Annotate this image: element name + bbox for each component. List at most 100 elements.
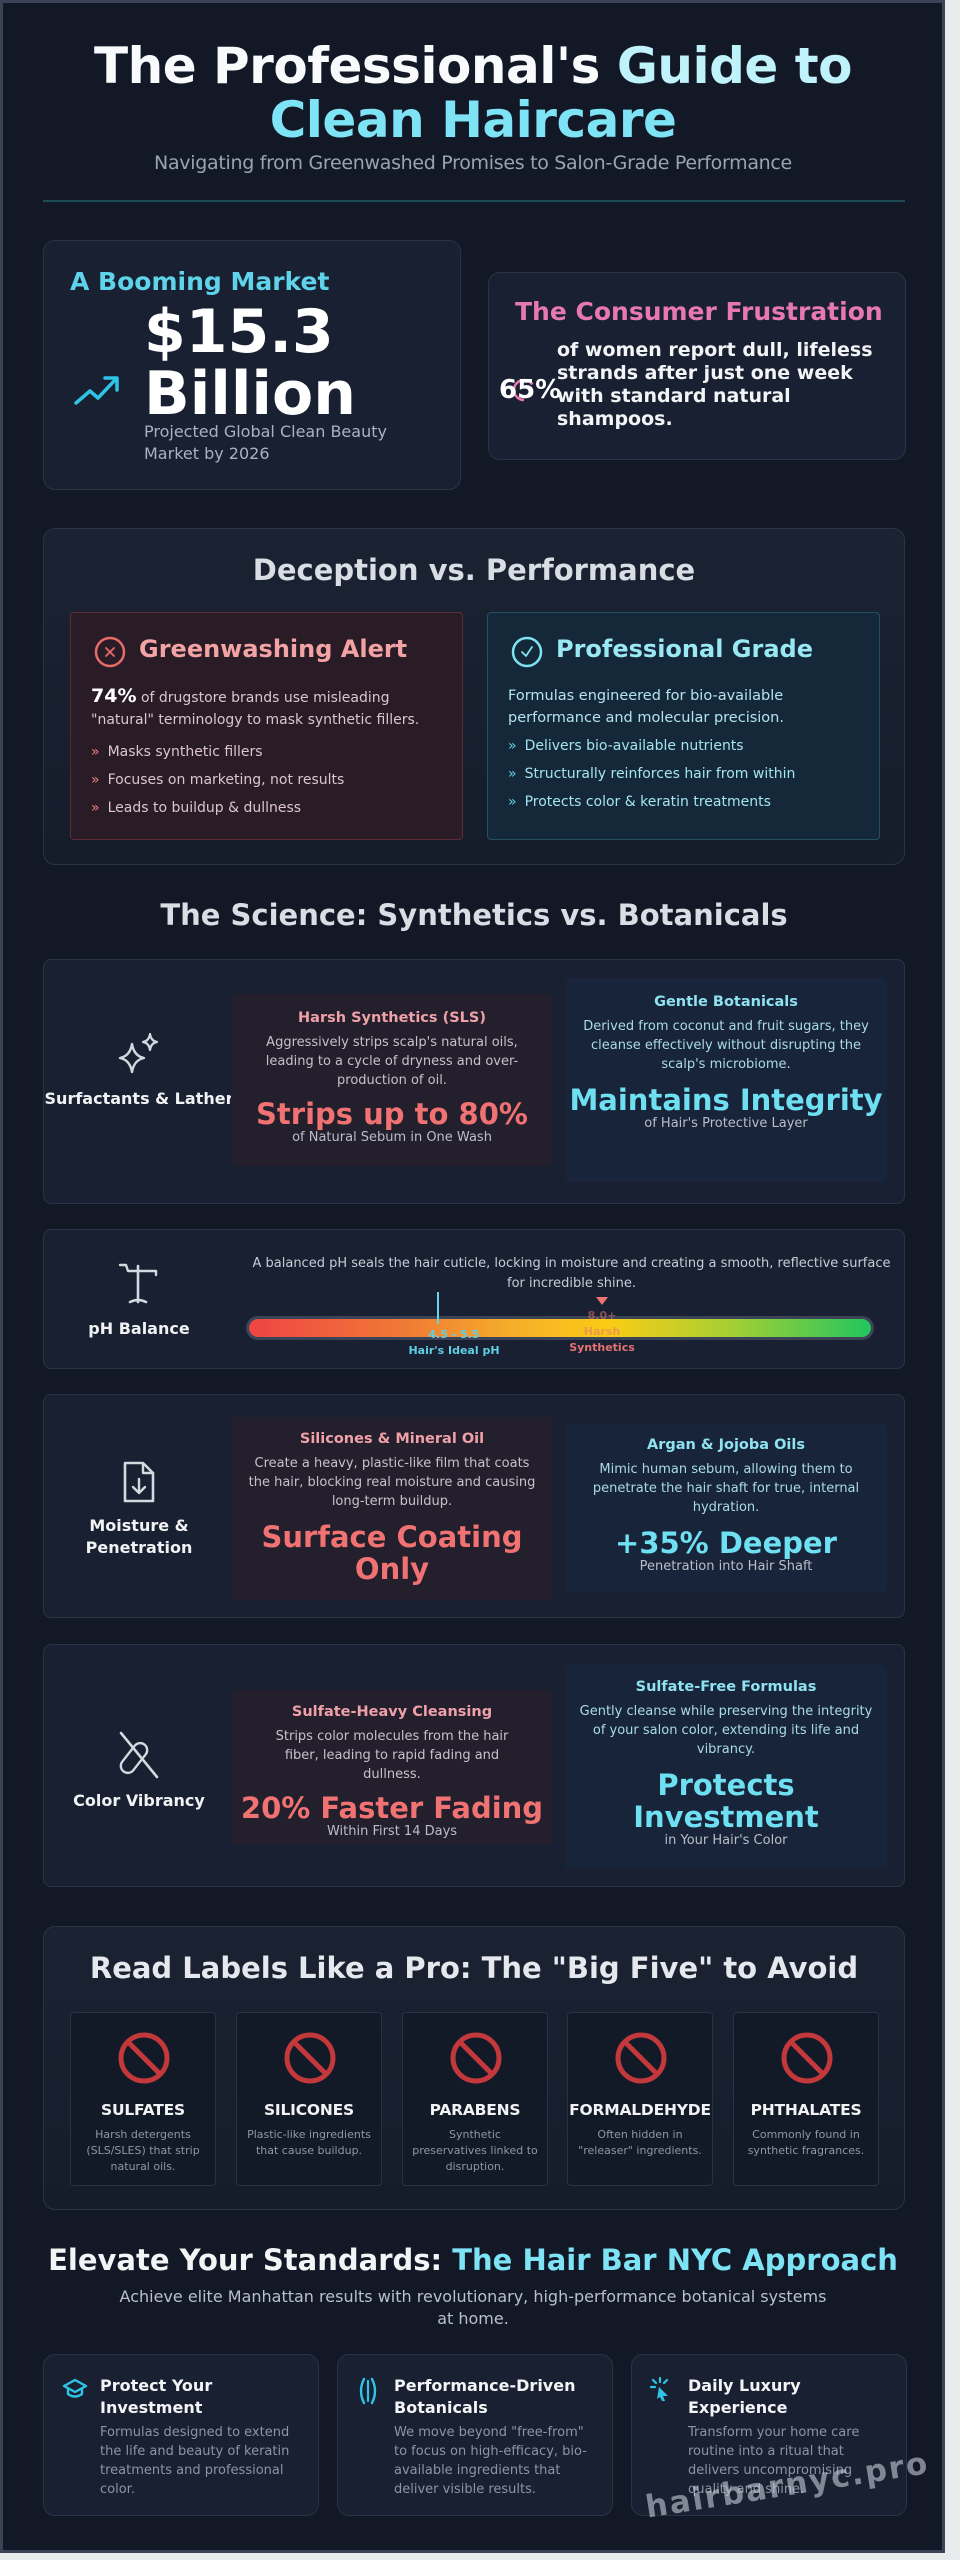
panel-stat: Surface Coating Only	[261, 1520, 523, 1586]
panel-sub: of Hair's Protective Layer	[644, 1116, 808, 1131]
color-vibrancy-row: Color Vibrancy Sulfate-Heavy Cleansing S…	[43, 1644, 905, 1887]
frustration-percent: 65%	[499, 375, 562, 405]
ph-harsh-label: 8.0+ Harsh Synthetics	[560, 1308, 644, 1356]
panel-sub: Within First 14 Days	[326, 1824, 458, 1839]
prohibited-icon	[448, 2030, 504, 2090]
science-heading: The Science: Synthetics vs. Botanicals	[160, 898, 788, 932]
alert-stat: 74%	[91, 685, 137, 707]
panel-stat: 20% Faster Fading	[240, 1791, 544, 1825]
synthetics-panel: Harsh Synthetics (SLS) Aggressively stri…	[231, 994, 553, 1166]
file-download-icon	[44, 1459, 234, 1505]
silicones-panel: Silicones & Mineral Oil Create a heavy, …	[231, 1417, 553, 1600]
panel-sub: of Natural Sebum in One Wash	[292, 1130, 492, 1145]
frustration-card: The Consumer Frustration 65% of women re…	[488, 272, 906, 460]
bullet-text: Structurally reinforces hair from within	[524, 766, 796, 782]
avoid-item-silicones: SILICONES Plastic-like ingredients that …	[236, 2012, 382, 2186]
prohibited-icon	[779, 2030, 835, 2090]
feature-title: Performance-Driven Botanicals	[394, 2376, 576, 2417]
alert-bullets: » Masks synthetic fillers » Focuses on mar…	[91, 744, 344, 828]
item-desc: Synthetic preservatives linked to disrup…	[412, 2128, 538, 2173]
list-item: » Protects color & keratin treatments	[508, 794, 795, 822]
chevron-right-icon: »	[91, 744, 100, 760]
bullet-text: Masks synthetic fillers	[107, 744, 263, 760]
greenwashing-alert-box: Greenwashing Alert 74% of drugstore bran…	[70, 612, 463, 840]
elevate-subtitle: Achieve elite Manhattan results with rev…	[119, 2287, 827, 2328]
deception-heading: Deception vs. Performance	[252, 553, 696, 587]
panel-desc: Derived from coconut and fruit sugars, t…	[583, 1019, 869, 1072]
panel-stat: Maintains Integrity	[569, 1083, 883, 1117]
title-part-1: The Professional's	[94, 37, 600, 95]
leaf-bracket-icon	[356, 2377, 380, 2409]
item-name: PHTHALATES	[750, 2101, 862, 2119]
big-five-section: Read Labels Like a Pro: The "Big Five" t…	[43, 1926, 905, 2210]
elevate-heading: Elevate Your Standards: The Hair Bar NYC…	[23, 2243, 923, 2277]
feature-title: Daily Luxury Experience	[688, 2376, 801, 2417]
chevron-right-icon: »	[91, 800, 100, 816]
frustration-text: of women report dull, lifeless strands a…	[557, 339, 873, 430]
moisture-row: Moisture & Penetration Silicones & Miner…	[43, 1394, 905, 1618]
row-label: Surfactants & Lather	[44, 1089, 234, 1108]
feature-card-protect-investment: Protect Your Investment Formulas designe…	[43, 2354, 319, 2516]
chevron-right-icon: »	[91, 772, 100, 788]
title-part-3: Clean Haircare	[269, 91, 677, 149]
sulfate-heavy-panel: Sulfate-Heavy Cleansing Strips color mol…	[231, 1690, 553, 1844]
pro-title: Professional Grade	[556, 635, 813, 663]
list-item: » Delivers bio-available nutrients	[508, 738, 795, 766]
item-desc: Commonly found in synthetic fragrances.	[747, 2128, 865, 2157]
panel-title: Sulfate-Heavy Cleansing	[291, 1704, 493, 1720]
sparkle-click-icon	[649, 2376, 674, 2407]
row-label: pH Balance	[88, 1319, 190, 1338]
frustration-heading: The Consumer Frustration	[515, 297, 883, 326]
ph-harsh-text2: Synthetics	[569, 1341, 635, 1354]
x-circle-icon	[93, 635, 127, 673]
pill-off-icon	[44, 1729, 234, 1779]
panel-sub: Penetration into Hair Shaft	[639, 1559, 813, 1574]
avoid-item-formaldehyde: FORMALDEHYDE Often hidden in "releaser" …	[567, 2012, 713, 2186]
panel-desc: Gently cleanse while preserving the inte…	[579, 1704, 873, 1757]
list-item: » Leads to buildup & dullness	[91, 800, 344, 828]
ph-ideal-marker	[437, 1292, 439, 1324]
panel-title: Gentle Botanicals	[654, 994, 798, 1010]
sparkles-icon	[44, 1032, 234, 1074]
check-circle-icon	[510, 635, 544, 673]
chevron-right-icon: »	[508, 738, 517, 754]
page-title: The Professional's Guide to Clean Hairca…	[23, 39, 923, 147]
panel-stat: +35% Deeper	[615, 1526, 837, 1560]
item-name: FORMALDEHYDE	[569, 2101, 711, 2119]
elevate-heading-part1: Elevate Your Standards:	[48, 2243, 443, 2277]
item-desc: Often hidden in "releaser" ingredients.	[578, 2128, 702, 2157]
bullet-text: Delivers bio-available nutrients	[524, 738, 744, 754]
professional-grade-box: Professional Grade Formulas engineered f…	[487, 612, 880, 840]
prohibited-icon	[282, 2030, 338, 2090]
feature-card-botanicals: Performance-Driven Botanicals We move be…	[337, 2354, 613, 2516]
feature-desc: Formulas designed to extend the life and…	[100, 2425, 290, 2497]
feature-title: Protect Your Investment	[100, 2376, 213, 2417]
bullet-text: Focuses on marketing, not results	[107, 772, 345, 788]
feature-card-luxury: Daily Luxury Experience Transform your h…	[631, 2354, 907, 2516]
row-label: Moisture & Penetration	[85, 1516, 193, 1557]
ph-ideal-label: 4.5 - 5.5 Hair's Ideal pH	[404, 1327, 504, 1359]
panel-title: Argan & Jojoba Oils	[647, 1437, 805, 1453]
list-item: » Structurally reinforces hair from withi…	[508, 766, 795, 794]
market-value-line1: $15.3	[144, 297, 334, 367]
scale-icon	[44, 1260, 234, 1306]
progress-ring-icon	[511, 377, 537, 407]
feature-desc: We move beyond "free-from" to focus on h…	[394, 2425, 587, 2497]
market-card: A Booming Market $15.3 Billion Projected…	[43, 240, 461, 490]
argan-panel: Argan & Jojoba Oils Mimic human sebum, a…	[565, 1423, 887, 1593]
chevron-right-icon: »	[508, 766, 517, 782]
item-name: PARABENS	[429, 2101, 521, 2119]
graduation-cap-icon	[62, 2377, 88, 2405]
surfactants-row: Surfactants & Lather Harsh Synthetics (S…	[43, 959, 905, 1204]
header-divider	[43, 200, 905, 202]
alert-title: Greenwashing Alert	[139, 635, 408, 663]
bullet-text: Protects color & keratin treatments	[524, 794, 771, 810]
pro-desc: Formulas engineered for bio-available pe…	[508, 688, 784, 726]
sulfate-free-panel: Sulfate-Free Formulas Gently cleanse whi…	[565, 1665, 887, 1869]
botanicals-panel: Gentle Botanicals Derived from coconut a…	[565, 978, 887, 1182]
panel-title: Sulfate-Free Formulas	[635, 1679, 817, 1695]
prohibited-icon	[613, 2030, 669, 2090]
panel-desc: Create a heavy, plastic-like film that c…	[248, 1456, 536, 1509]
panel-title: Silicones & Mineral Oil	[299, 1431, 485, 1447]
deception-section: Deception vs. Performance Greenwashing A…	[43, 528, 905, 865]
